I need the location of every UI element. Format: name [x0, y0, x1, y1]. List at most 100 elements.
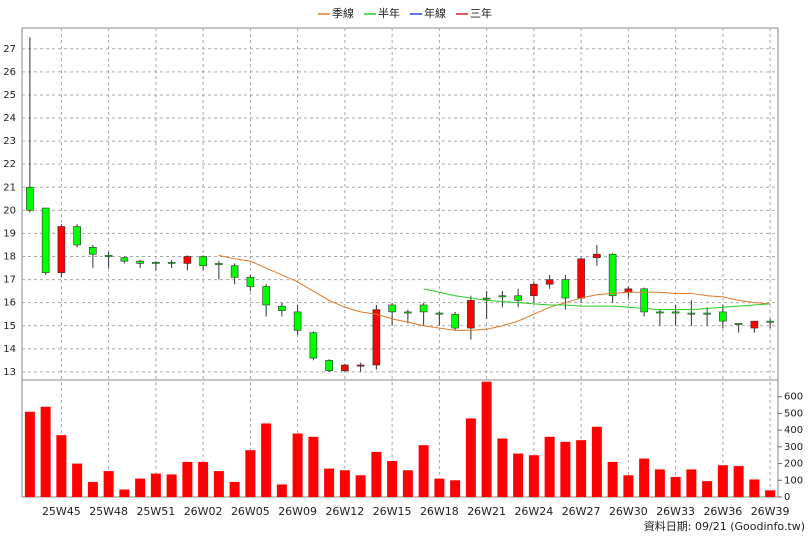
y-tick-label: 26 — [3, 67, 16, 78]
volume-bar — [213, 471, 224, 497]
volume-bar — [528, 455, 539, 497]
candle-body — [703, 312, 711, 315]
candle-body — [356, 364, 365, 367]
volume-bar — [355, 475, 366, 497]
candle-body — [57, 226, 66, 273]
y2-tick-label: 100 — [784, 475, 803, 486]
y2-tick-label: 600 — [784, 392, 803, 403]
volume-bar — [654, 469, 665, 497]
volume-bar — [40, 406, 51, 497]
volume-bar — [276, 484, 287, 497]
volume-bar — [324, 468, 335, 497]
candle-body — [435, 312, 444, 315]
x-tick-label: 26W12 — [325, 505, 364, 518]
candle-body — [750, 320, 759, 329]
candle-body — [152, 261, 160, 264]
x-tick-label: 26W33 — [656, 505, 695, 518]
candle-body — [388, 304, 396, 313]
y2-tick-label: 200 — [784, 459, 803, 470]
candle-body — [593, 253, 601, 258]
volume-bar — [717, 465, 728, 497]
x-tick-label: 25W48 — [89, 505, 128, 518]
volume-bar — [607, 461, 618, 497]
candle-body — [498, 295, 507, 298]
y-tick-label: 20 — [3, 205, 16, 216]
y-tick-label: 25 — [3, 90, 16, 101]
volume-bar — [544, 436, 555, 497]
volume-bar — [639, 458, 650, 497]
x-tick-label: 26W09 — [278, 505, 317, 518]
y-tick-label: 23 — [3, 136, 16, 147]
x-tick-label: 26W21 — [467, 505, 506, 518]
y-tick-label: 14 — [3, 344, 16, 355]
volume-bar — [87, 481, 98, 497]
x-tick-label: 26W27 — [562, 505, 601, 518]
x-tick-label: 26W05 — [231, 505, 270, 518]
volume-bar — [450, 480, 461, 497]
candle-body — [262, 286, 270, 306]
candle-body — [26, 186, 34, 211]
candle-body — [404, 311, 412, 314]
y2-tick-label: 400 — [784, 425, 803, 436]
volume-bar — [371, 451, 382, 497]
candle-body — [215, 263, 223, 265]
y-tick-label: 22 — [3, 159, 16, 170]
volume-bar — [434, 478, 445, 497]
y-tick-label: 13 — [3, 367, 16, 378]
candle-body — [73, 226, 81, 246]
volume-bar — [119, 489, 130, 497]
y-tick-label: 16 — [3, 298, 16, 309]
volume-bar — [339, 470, 350, 497]
candle-body — [719, 311, 727, 322]
volume-bar — [733, 466, 744, 497]
volume-bar — [56, 435, 67, 497]
volume-bar — [465, 418, 476, 497]
volume-bar — [765, 490, 776, 497]
volume-bar — [229, 481, 240, 497]
candle-body — [104, 255, 113, 257]
volume-bar — [24, 411, 35, 497]
candle-body — [577, 258, 585, 299]
volume-bar — [198, 461, 209, 497]
legend-label: 三年 — [470, 6, 492, 20]
candle-body — [246, 276, 255, 287]
candle-body — [561, 279, 570, 299]
candle-body — [89, 246, 97, 255]
x-tick-label: 26W39 — [751, 505, 790, 518]
candle-body — [293, 311, 302, 331]
legend-label: 半年 — [378, 6, 400, 20]
candle-body — [467, 300, 475, 329]
y-tick-label: 21 — [3, 182, 16, 193]
volume-bar — [182, 461, 193, 497]
candle-body — [183, 256, 192, 264]
y-tick-label: 27 — [3, 44, 16, 55]
volume-bar — [402, 470, 413, 497]
x-tick-label: 25W51 — [136, 505, 175, 518]
volume-bar — [560, 441, 571, 497]
volume-bar — [103, 471, 114, 497]
x-tick-label: 26W15 — [373, 505, 412, 518]
volume-bar — [292, 433, 303, 497]
candle-body — [545, 279, 554, 285]
y2-tick-label: 300 — [784, 442, 803, 453]
x-tick-label: 25W45 — [42, 505, 81, 518]
volume-bar — [576, 440, 587, 497]
candle-body — [640, 288, 648, 313]
candle-body — [372, 309, 381, 366]
volume-bar — [481, 381, 492, 497]
volume-bar — [749, 479, 760, 497]
volume-bar — [670, 476, 681, 497]
volume-bar — [418, 445, 429, 497]
x-tick-label: 26W24 — [514, 505, 553, 518]
candle-body — [419, 304, 428, 313]
candle-body — [167, 261, 176, 264]
x-tick-label: 26W30 — [609, 505, 648, 518]
candle-body — [530, 283, 538, 297]
volume-bar — [623, 475, 634, 497]
candle-body — [482, 297, 491, 300]
candle-body — [341, 364, 349, 372]
candle-body — [41, 207, 50, 273]
y2-tick-label: 500 — [784, 408, 803, 419]
